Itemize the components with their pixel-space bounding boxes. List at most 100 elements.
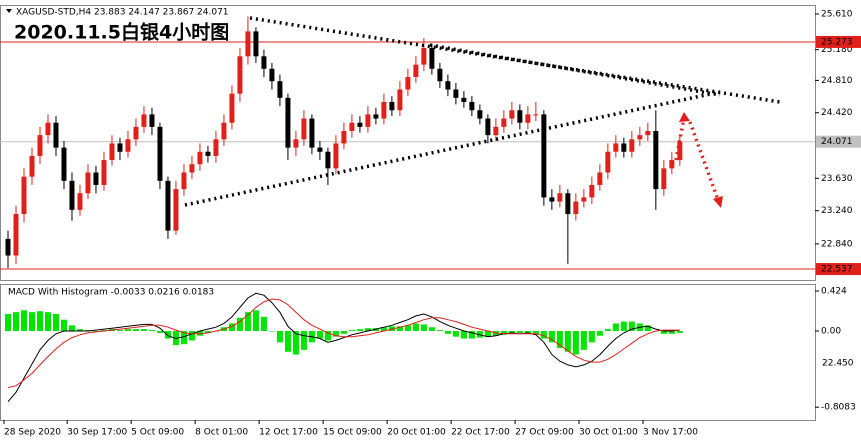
candle-body [69,180,75,210]
level-box [816,35,861,48]
histogram-bar [260,316,267,332]
macd-title: MACD With Histogram -0.0033 0.0216 0.018… [8,288,214,298]
x-tick-label: 28 Sep 2020 [4,428,61,438]
x-tick-label: 15 Oct 09:00 [323,428,382,438]
arrow-head [679,112,690,122]
candle-body [661,168,667,190]
candle-body [589,184,595,198]
histogram-bar [228,323,235,332]
candle-body [173,189,179,231]
candle-body [613,143,619,152]
histogram-bar [44,312,51,332]
candle-body [525,114,531,123]
histogram-bar [500,331,507,335]
candle-body [85,172,91,194]
histogram-bar [580,331,587,350]
trendline [184,90,721,207]
candle-body [461,97,467,102]
histogram-bar [300,331,307,350]
histogram-bar [604,329,611,332]
price-frame [0,5,816,281]
candle-body [117,143,123,152]
candle-body [541,114,547,198]
candle-body [357,122,363,127]
candle-body [229,93,235,123]
candle-body [629,139,635,152]
candle-body [437,68,443,82]
histogram-bar [124,329,131,332]
candle-body [165,180,171,231]
histogram-bar [148,330,155,332]
candle-body [469,101,475,111]
candle-body [373,114,379,119]
candle-body [621,143,627,152]
candle-body [333,143,339,169]
y-tick-label: 22.840 [821,239,853,249]
y-tick-label: 0.00 [821,327,841,337]
histogram-bar [332,331,339,337]
candle-body [645,131,651,136]
y-tick-label: 24.810 [821,76,853,86]
macd-line [7,298,680,389]
histogram-bar [556,331,563,348]
histogram-bar [484,331,491,337]
candle-body [261,56,267,69]
y-tick-label: 25.610 [821,9,853,19]
candle-body [677,141,683,161]
histogram-bar [36,311,43,332]
header: XAGUSD-STD,H4 23.883 24.147 23.867 24.07… [16,8,229,18]
candle-body [453,89,459,98]
histogram-bar [180,331,187,345]
histogram-bar [316,331,323,339]
histogram-bar [596,331,603,336]
histogram-bar [564,331,571,352]
candle-body [277,81,283,98]
trendlines [184,16,781,207]
candle-body [557,193,563,202]
histogram-bar [4,314,11,332]
x-tick-label: 12 Oct 17:00 [259,428,318,438]
candle-body [389,101,395,111]
candle-body [101,160,107,185]
candle-body [5,238,11,256]
histogram-bar [548,331,555,343]
candle-body [245,31,251,57]
candle-body [61,147,67,181]
candle-body [477,110,483,119]
candle-body [53,122,59,148]
histogram-bar [540,331,547,339]
histogram-bar [348,330,355,332]
candle-body [381,101,387,119]
histogram-bar [324,331,331,341]
histogram-bar [588,331,595,343]
histogram-bar [76,329,83,332]
x-tick-label: 30 Sep 17:00 [67,428,127,438]
histogram-bar [340,331,347,334]
histogram-bar [452,331,459,337]
candle-body [573,201,579,215]
x-tick-label: 8 Oct 01:00 [195,428,248,438]
candle-body [181,172,187,190]
histogram-bar [52,314,59,332]
histogram-bar [204,331,211,333]
histogram-bar [572,331,579,355]
forecast-arrow [674,117,720,201]
candle-body [45,122,51,136]
histogram-bar [140,329,147,332]
x-tick-label: 5 Oct 09:00 [131,428,184,438]
arrow-up [674,117,686,161]
candle-body [197,151,203,165]
candle-body [669,160,675,169]
histogram-bar [660,331,667,334]
candle-body [605,151,611,173]
candle-body [237,56,243,94]
candle-body [565,193,571,215]
y-tick-label: 24.420 [821,108,853,118]
menu-triangle [6,9,12,13]
stray-label: 22.450 [822,359,854,369]
histogram-bar [116,330,123,332]
candle-body [125,139,131,152]
histogram-bar [20,310,27,332]
